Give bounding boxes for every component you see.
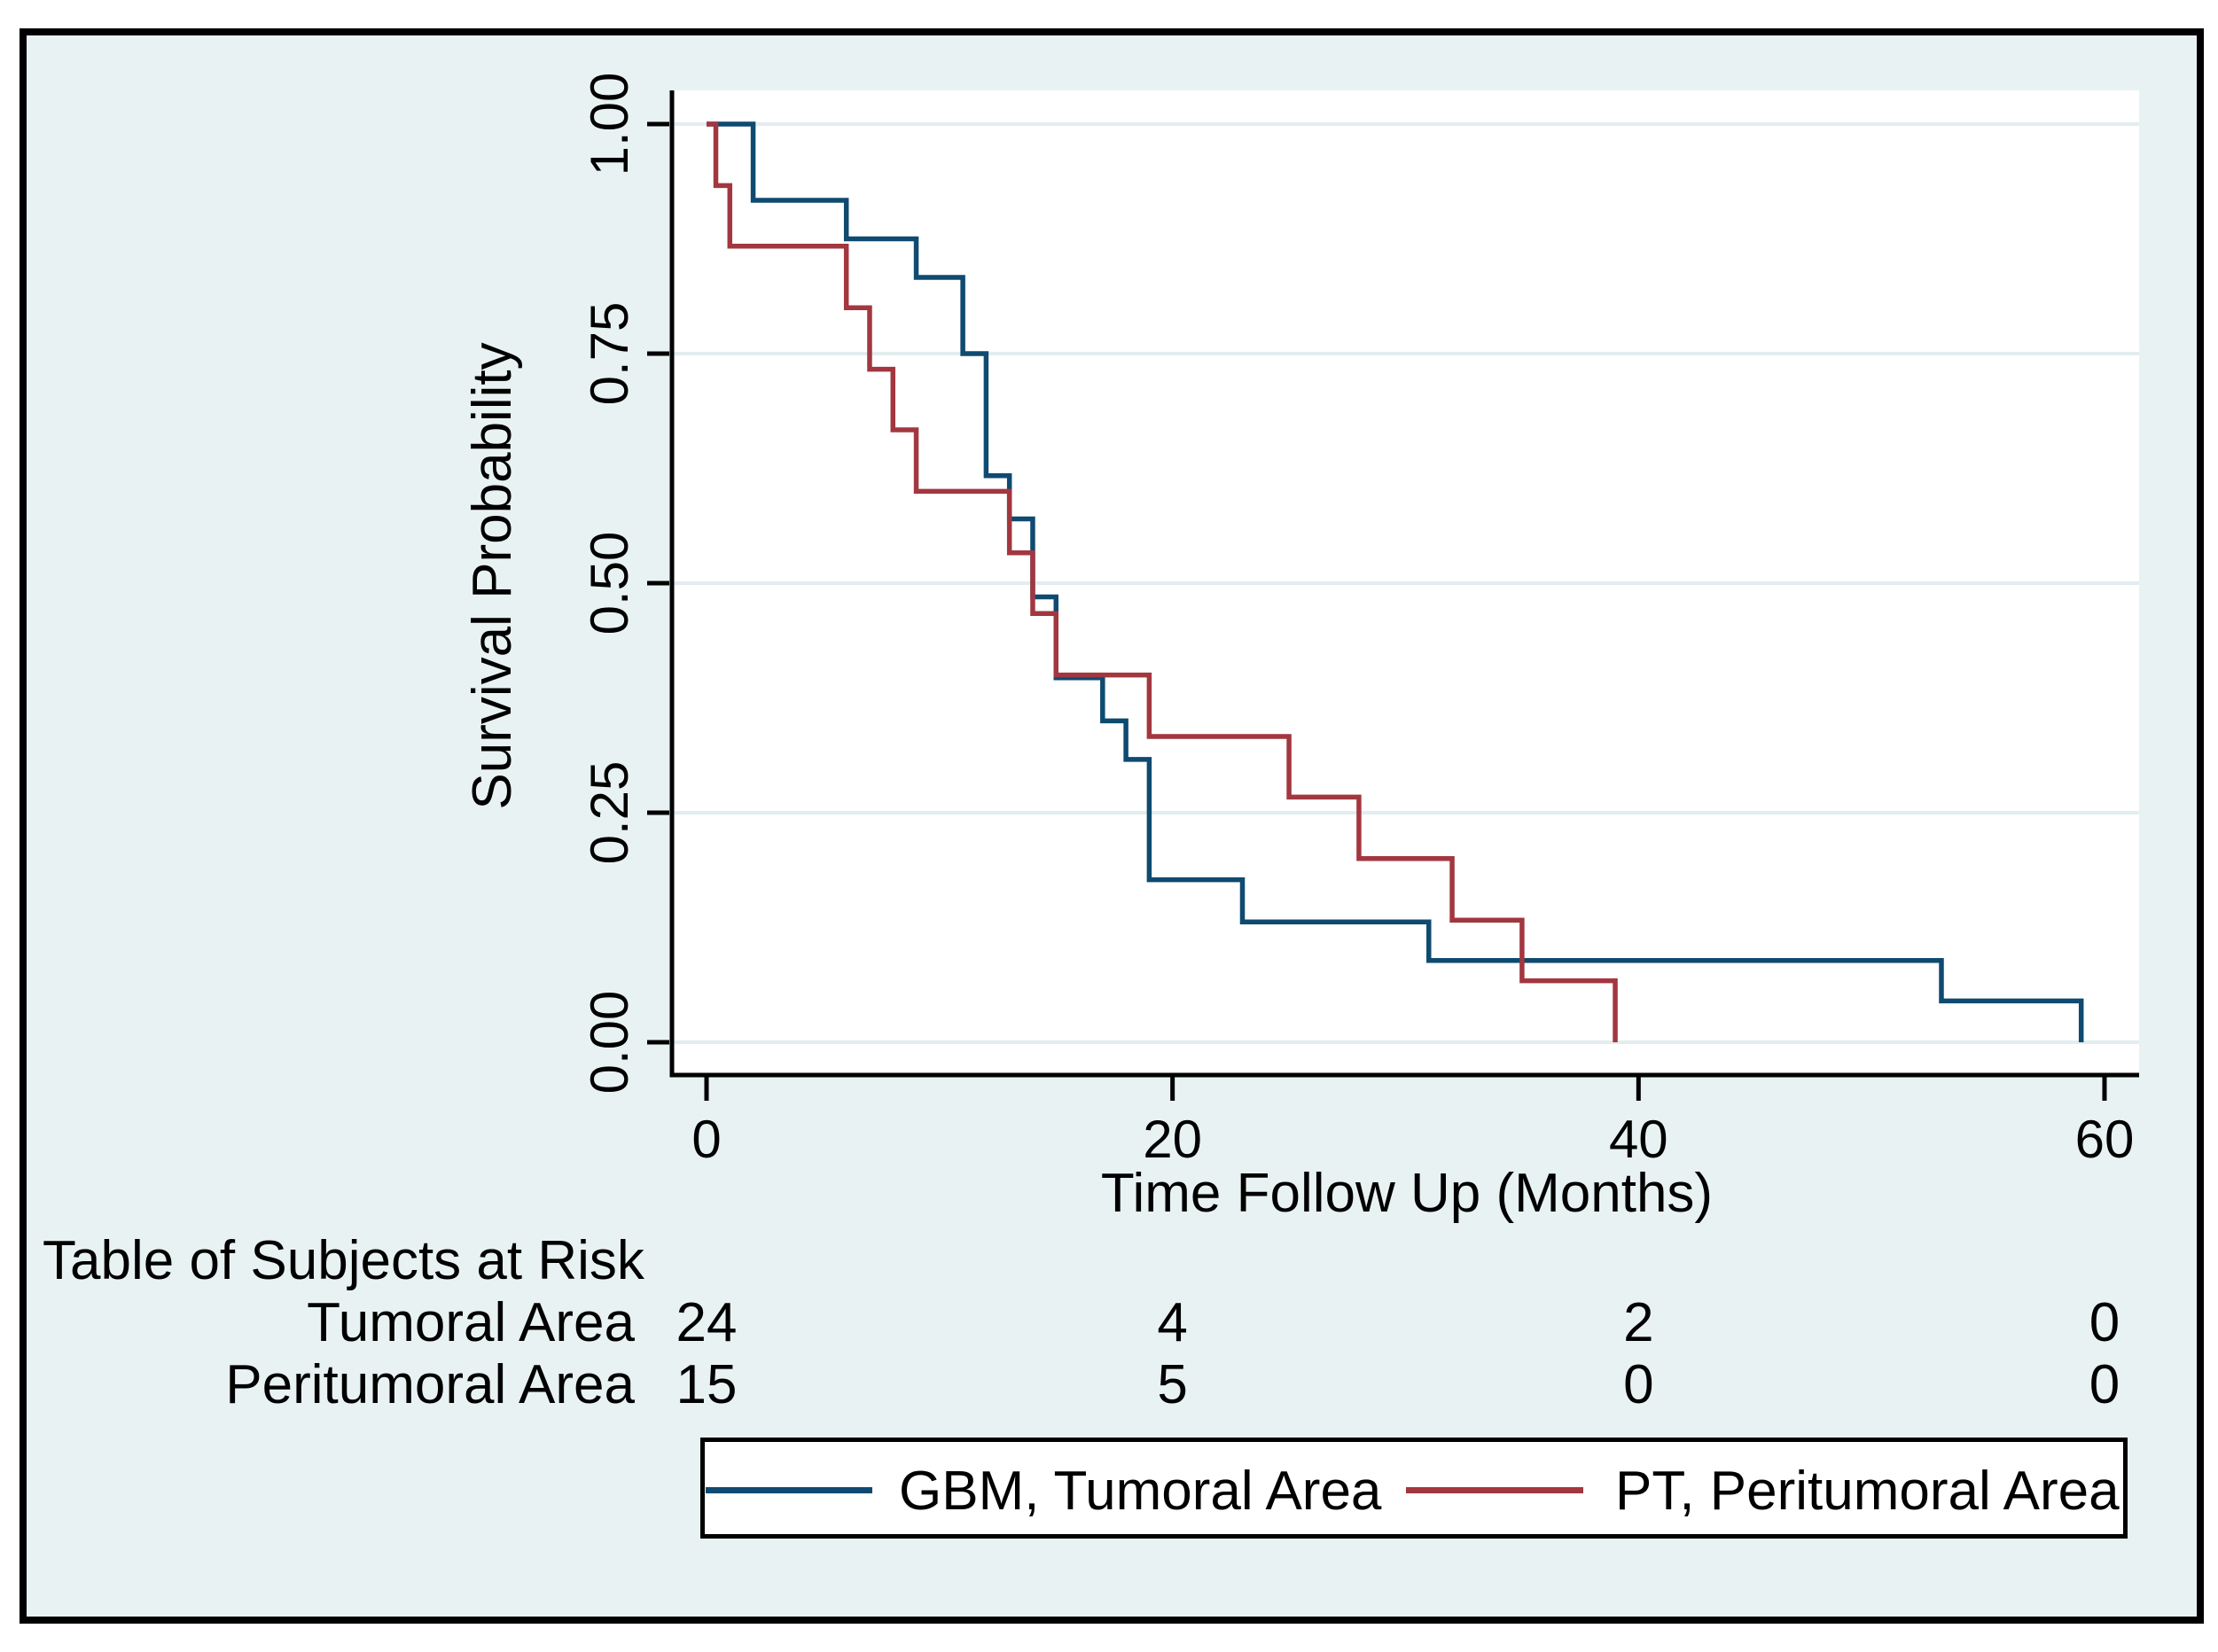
y-tick-label: 0.25 — [580, 760, 639, 865]
risk-row-label-tumoral: Tumoral Area — [307, 1292, 635, 1353]
risk-count: 4 — [1157, 1292, 1188, 1353]
x-tick-label: 0 — [691, 1110, 722, 1169]
y-tick-label: 1.00 — [580, 72, 639, 176]
risk-count: 24 — [676, 1292, 738, 1353]
legend-label-pt: PT, Peritumoral Area — [1615, 1461, 2120, 1522]
x-tick-label: 40 — [1608, 1110, 1668, 1169]
x-tick-label: 20 — [1143, 1110, 1203, 1169]
legend-label-gbm: GBM, Tumoral Area — [899, 1461, 1382, 1522]
legend-swatch-gbm — [706, 1487, 872, 1493]
y-tick-label: 0.75 — [580, 301, 639, 406]
risk-count: 0 — [2089, 1292, 2120, 1353]
risk-table-title: Table of Subjects at Risk — [43, 1230, 644, 1291]
y-tick-label: 0.00 — [580, 990, 639, 1095]
risk-count: 0 — [2089, 1354, 2120, 1415]
km-curve-pt — [707, 121, 1618, 1042]
y-axis-title: Survival Probability — [462, 342, 523, 810]
x-tick-label: 60 — [2074, 1110, 2135, 1169]
risk-row-label-peritumoral: Peritumoral Area — [225, 1354, 635, 1415]
risk-count: 0 — [1623, 1354, 1654, 1415]
risk-count: 2 — [1623, 1292, 1654, 1353]
y-tick-label: 0.50 — [580, 531, 639, 635]
km-curve-gbm — [707, 121, 2084, 1042]
risk-count: 15 — [676, 1354, 738, 1415]
risk-count: 5 — [1157, 1354, 1188, 1415]
x-axis-title: Time Follow Up (Months) — [1100, 1163, 1714, 1224]
legend-swatch-pt — [1406, 1487, 1583, 1493]
